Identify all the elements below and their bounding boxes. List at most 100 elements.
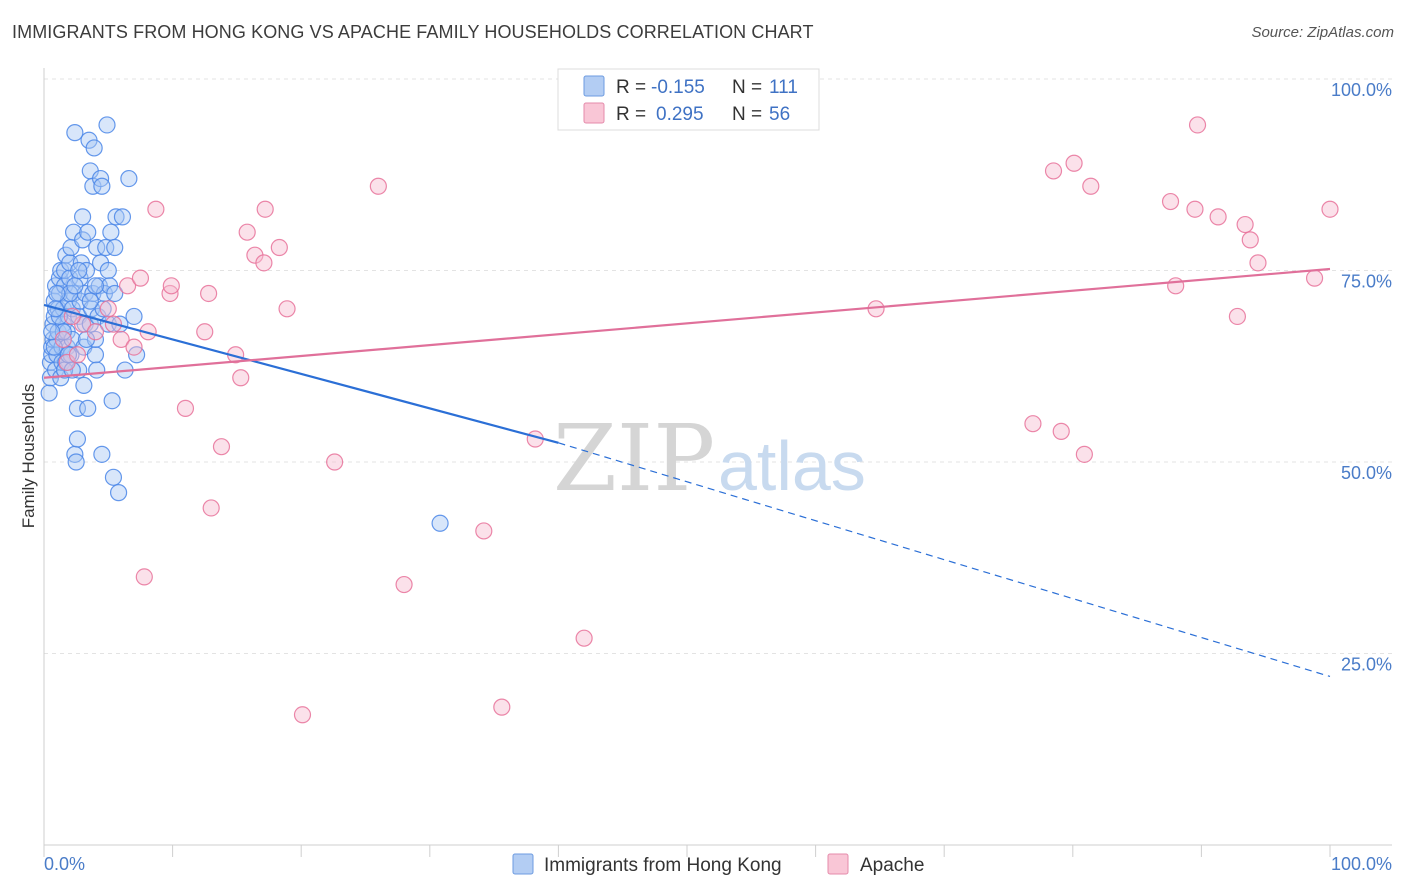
apache-point-21: [238, 223, 256, 241]
watermark-zip: ZIP: [553, 405, 715, 512]
apache-point-23: [255, 254, 273, 272]
apache-point-30: [475, 522, 493, 540]
apache-point-0: [54, 330, 72, 349]
y-tick-label-25: 25.0%: [1341, 655, 1392, 675]
hongkong-point-86: [106, 238, 124, 257]
apache-point-43: [1186, 200, 1204, 218]
legend-swatch-pink: [583, 102, 605, 124]
series-apache-points: [54, 116, 1339, 724]
apache-point-51: [1321, 200, 1339, 218]
hongkong-point-92: [120, 169, 138, 188]
axes: [43, 68, 1392, 846]
apache-point-25: [278, 300, 296, 318]
hongkong-point-77: [97, 238, 115, 257]
apache-point-42: [1167, 277, 1185, 295]
apache-point-36: [1044, 162, 1063, 180]
hongkong-point-57: [79, 399, 97, 417]
apache-point-50: [1305, 269, 1324, 287]
hongkong-point-82: [102, 223, 120, 241]
hongkong-point-83: [103, 392, 121, 410]
apache-point-18: [212, 438, 231, 456]
hongkong-point-74: [93, 177, 111, 195]
apache-point-54: [270, 238, 288, 257]
apache-point-41: [1161, 192, 1180, 211]
apache-point-5: [99, 300, 117, 318]
apache-point-17: [202, 499, 220, 517]
legend-n-value-2: 56: [769, 104, 790, 125]
apache-point-10: [131, 269, 150, 287]
apache-point-46: [1228, 307, 1247, 326]
hongkong-point-88: [109, 484, 128, 502]
apache-trend-line: [43, 267, 1331, 379]
hongkong-point-95: [431, 514, 449, 532]
hongkong-point-39: [66, 124, 84, 142]
legend-r-label-2: R =: [616, 104, 646, 125]
x-tick-label-min: 0.0%: [44, 854, 85, 874]
hongkong-point-79: [99, 261, 117, 280]
chart-source: Source: ZipAtlas.com: [1251, 24, 1394, 41]
x-ticks: [43, 845, 1331, 857]
bottom-legend-label-pink: Apache: [860, 855, 924, 876]
hongkong-point-93: [125, 307, 143, 326]
legend-n-label-1: N =: [732, 77, 762, 98]
apache-point-39: [1075, 445, 1093, 463]
hongkong-trend-line: [43, 303, 559, 444]
apache-point-48: [1241, 231, 1259, 249]
legend-r-value-1: -0.155: [651, 77, 705, 98]
hongkong-point-105: [86, 277, 105, 295]
apache-point-28: [369, 177, 387, 195]
apache-point-8: [118, 277, 137, 295]
bottom-legend-swatch-pink: [827, 853, 849, 875]
y-tick-label-50: 50.0%: [1341, 463, 1392, 483]
hongkong-point-108: [81, 292, 99, 310]
hongkong-point-65: [86, 346, 105, 364]
hongkong-point-84: [104, 468, 123, 486]
legend-n-value-1: 111: [769, 77, 798, 98]
hongkong-point-68: [88, 361, 106, 379]
apache-point-49: [1249, 254, 1267, 272]
apache-point-16: [196, 323, 214, 341]
apache-point-2: [68, 346, 87, 364]
hongkong-point-73: [93, 445, 111, 463]
apache-point-40: [1082, 177, 1100, 195]
apache-point-47: [1236, 215, 1254, 234]
apache-point-4: [86, 323, 105, 341]
hongkong-point-42: [68, 430, 87, 448]
chart-title: IMMIGRANTS FROM HONG KONG VS APACHE FAMI…: [12, 22, 814, 42]
legend-swatch-blue: [583, 75, 605, 97]
hongkong-point-101: [66, 277, 84, 295]
x-tick-label-max: 100.0%: [1331, 854, 1392, 874]
apache-point-33: [575, 629, 593, 647]
apache-point-20: [232, 369, 250, 387]
hongkong-point-87: [107, 208, 125, 226]
hongkong-point-51: [75, 376, 93, 394]
apache-point-27: [326, 453, 344, 471]
hongkong-point-0: [40, 384, 58, 402]
hongkong-point-41: [67, 453, 85, 471]
apache-point-13: [147, 200, 165, 218]
legend-r-value-2: 0.295: [656, 104, 704, 125]
watermark-atlas: atlas: [718, 427, 866, 505]
hongkong-point-90: [113, 208, 132, 226]
apache-point-53: [200, 284, 218, 303]
hongkong-trend-extension: [558, 442, 1331, 678]
hongkong-point-64: [85, 139, 103, 157]
apache-point-9: [125, 338, 143, 356]
apache-point-11: [135, 568, 153, 586]
apache-point-52: [162, 277, 180, 295]
top-legend: R = -0.155 N = 111 R = 0.295 N = 56: [557, 68, 820, 131]
apache-point-45: [1209, 208, 1227, 226]
apache-point-26: [293, 706, 312, 724]
grid-lines: [44, 78, 1392, 654]
watermark: ZIP atlas: [553, 405, 866, 512]
hongkong-point-100: [48, 284, 66, 303]
apache-point-31: [493, 698, 511, 716]
apache-point-35: [1024, 415, 1042, 433]
trend-lines: [43, 267, 1331, 678]
bottom-legend-swatch-blue: [512, 853, 534, 875]
hongkong-point-50: [73, 208, 92, 226]
hongkong-point-107: [70, 261, 88, 280]
hongkong-point-78: [98, 116, 116, 134]
y-tick-label-75: 75.0%: [1341, 272, 1392, 292]
